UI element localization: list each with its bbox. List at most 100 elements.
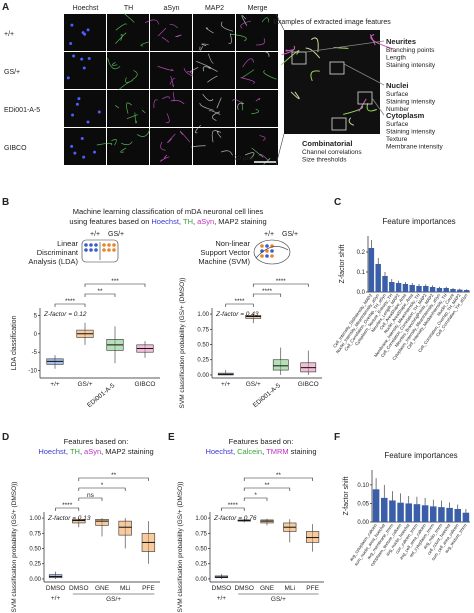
text-segment: MAP2 staining	[218, 217, 266, 226]
y-tick-label: 0.50	[197, 343, 209, 349]
class-icon	[112, 243, 116, 247]
class-icon	[260, 254, 264, 258]
box	[272, 359, 289, 371]
bar	[429, 287, 436, 292]
nucleus	[82, 155, 86, 159]
neurite	[169, 77, 176, 85]
neurite	[263, 158, 271, 165]
bar	[429, 506, 437, 522]
neurite	[240, 20, 251, 29]
panel-label: B	[2, 197, 9, 208]
neurite	[115, 105, 120, 109]
y-axis-label: SVM classification probability (GS/+ (DM…	[11, 482, 18, 613]
y-tick-label: 0.25	[197, 358, 209, 364]
icon-frame	[81, 239, 119, 263]
bar	[413, 504, 421, 522]
nucleus	[82, 66, 86, 70]
nucleus	[75, 102, 79, 106]
annotation: Z-factor = 0.12	[43, 311, 87, 318]
neurite	[142, 109, 146, 114]
neurite	[240, 77, 255, 84]
neurite	[366, 103, 377, 112]
significance-bracket	[78, 487, 126, 491]
significance-label: *	[101, 482, 104, 489]
neurite	[153, 99, 158, 109]
y-tick-label: 0.00	[29, 577, 41, 583]
neurite	[251, 108, 260, 115]
neurite	[195, 124, 202, 134]
neurite	[208, 53, 214, 64]
significance-bracket	[78, 477, 149, 481]
y-tick-label: 0.50	[29, 547, 41, 553]
significance-label: ****	[65, 298, 76, 305]
significance-bracket	[221, 507, 245, 511]
neurite	[370, 34, 394, 50]
y-axis-label: SVM classification probability (GS/+ (DM…	[177, 482, 184, 613]
neurite	[220, 150, 233, 156]
micrograph	[107, 14, 149, 51]
feature-group: Combinatorial	[302, 139, 352, 148]
feature-group: Nuclei	[386, 81, 409, 90]
channel-label: aSyn	[164, 5, 180, 12]
method-label: Analysis (LDA)	[28, 257, 78, 266]
row-label: EDi001-A-5	[4, 107, 40, 114]
x-tick-label: GS/+	[246, 381, 261, 388]
method-label: Linear	[57, 239, 78, 248]
significance-label: ****	[228, 502, 239, 509]
y-tick-label: 0.75	[197, 327, 209, 333]
x-tick-label: +/+	[221, 381, 231, 388]
bar	[382, 276, 388, 292]
nucleus	[70, 23, 74, 27]
features-title: Examples of extracted image features	[273, 19, 391, 26]
bar	[402, 284, 409, 292]
neurite	[172, 92, 175, 102]
nucleus	[70, 144, 74, 148]
y-axis-label: Z-factor shift	[339, 245, 346, 284]
bar	[375, 264, 381, 292]
group-label: +/+	[51, 595, 61, 602]
annotation: Z-factor = 0.13	[47, 515, 91, 522]
nucleus	[80, 137, 84, 141]
bar	[397, 502, 404, 522]
method-label: Discriminant	[37, 248, 79, 257]
x-tick-label: GNE	[95, 585, 110, 592]
panel-title: Machine learning classification of mDA n…	[73, 207, 264, 216]
y-tick-label: 0.00	[195, 577, 207, 583]
y-tick-label: 1.00	[197, 312, 209, 318]
class-icon	[89, 248, 93, 252]
neurite	[280, 50, 300, 66]
micrograph	[64, 14, 106, 51]
text-segment: ,	[233, 447, 235, 456]
micrograph	[193, 90, 235, 127]
text-segment: ,	[80, 447, 82, 456]
y-tick-label: 0.05	[357, 501, 369, 507]
neurite	[144, 19, 159, 25]
neurite	[255, 98, 261, 102]
y-tick-label: 0.50	[195, 547, 207, 553]
y-axis-label: SVM classification probability (GS/+ (DM…	[179, 278, 186, 409]
row-label: +/+	[4, 31, 14, 38]
significance-bracket	[78, 497, 103, 501]
panel-label: C	[334, 197, 341, 208]
y-tick-label: 0.75	[29, 531, 41, 537]
method-label: Non-linear	[215, 239, 250, 248]
x-tick-label: GIBCO	[298, 381, 319, 388]
x-tick-label: MLi	[285, 585, 295, 592]
neurite	[111, 62, 118, 66]
text-segment: Calcein	[237, 447, 262, 456]
y-tick-label: 1.00	[29, 516, 41, 522]
feature-item: Texture	[386, 136, 408, 143]
x-tick-label: PFE	[142, 585, 155, 592]
class-icon	[84, 248, 88, 252]
channel-label: Merge	[248, 5, 268, 12]
neurite	[199, 45, 203, 51]
feature-item: Surface	[386, 91, 409, 98]
neurite	[242, 58, 255, 68]
significance-label: *	[254, 492, 257, 499]
scale-bar-label: 20 µm	[234, 155, 252, 162]
neurite	[202, 93, 214, 102]
text-segment: aSyn	[84, 447, 101, 456]
micrograph	[107, 128, 149, 165]
panel-title: using features based on Hoechst, TH, aSyn, M…	[69, 217, 266, 226]
